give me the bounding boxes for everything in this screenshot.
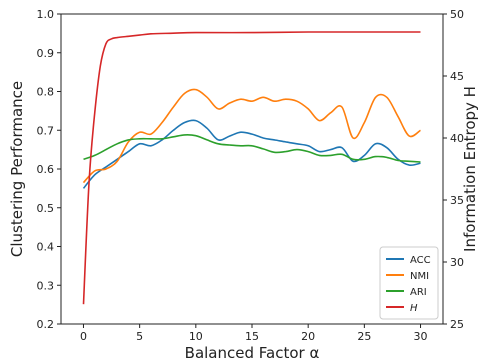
- y-left-tick-label: 0.6: [37, 163, 55, 176]
- legend-box: [379, 246, 439, 320]
- legend-label-acc: ACC: [410, 255, 431, 266]
- y-axis-left-label: Clustering Performance: [8, 81, 26, 257]
- series-line-nmi: [82, 88, 421, 184]
- x-tick-label: 30: [414, 330, 428, 343]
- legend-label-nmi: NMI: [410, 271, 429, 282]
- x-axis-ticks: 0 5 10 15 20 25 30: [80, 324, 428, 343]
- x-tick-label: 20: [301, 330, 315, 343]
- series-line-acc: [82, 119, 421, 189]
- y-axis-left-ticks: 0.2 0.3 0.4 0.5 0.6 0.7 0.8 0.9 1.0: [37, 8, 61, 331]
- y-right-tick-label: 40: [450, 132, 464, 145]
- x-tick-label: 15: [245, 330, 259, 343]
- y-left-tick-label: 0.3: [37, 279, 55, 292]
- y-right-tick-label: 45: [450, 70, 464, 83]
- x-axis-label: Balanced Factor α: [185, 344, 320, 362]
- y-right-tick-label: 50: [450, 8, 464, 21]
- y-left-tick-label: 1.0: [37, 8, 55, 21]
- x-tick-label: 5: [136, 330, 143, 343]
- y-left-tick-label: 0.4: [37, 241, 55, 254]
- y-axis-right-ticks: 25 30 35 40 45 50: [443, 8, 464, 331]
- series-layer: [82, 31, 421, 305]
- y-left-tick-label: 0.7: [37, 124, 55, 137]
- x-tick-label: 0: [80, 330, 87, 343]
- legend-label-ari: ARI: [410, 287, 427, 298]
- y-right-tick-label: 35: [450, 194, 464, 207]
- y-right-tick-label: 25: [450, 318, 464, 331]
- x-tick-label: 25: [357, 330, 371, 343]
- y-left-tick-label: 0.2: [37, 318, 55, 331]
- y-left-tick-label: 0.8: [37, 86, 55, 99]
- y-left-tick-label: 0.5: [37, 202, 55, 215]
- series-line-ari: [83, 134, 421, 163]
- series-line-h: [82, 31, 421, 305]
- legend-label-h: H: [410, 303, 418, 314]
- y-right-tick-label: 30: [450, 256, 464, 269]
- legend: ACC NMI ARI H: [379, 246, 439, 320]
- x-tick-label: 10: [189, 330, 203, 343]
- y-left-tick-label: 0.9: [37, 47, 55, 60]
- y-axis-right-label: Information Entropy H: [461, 86, 479, 252]
